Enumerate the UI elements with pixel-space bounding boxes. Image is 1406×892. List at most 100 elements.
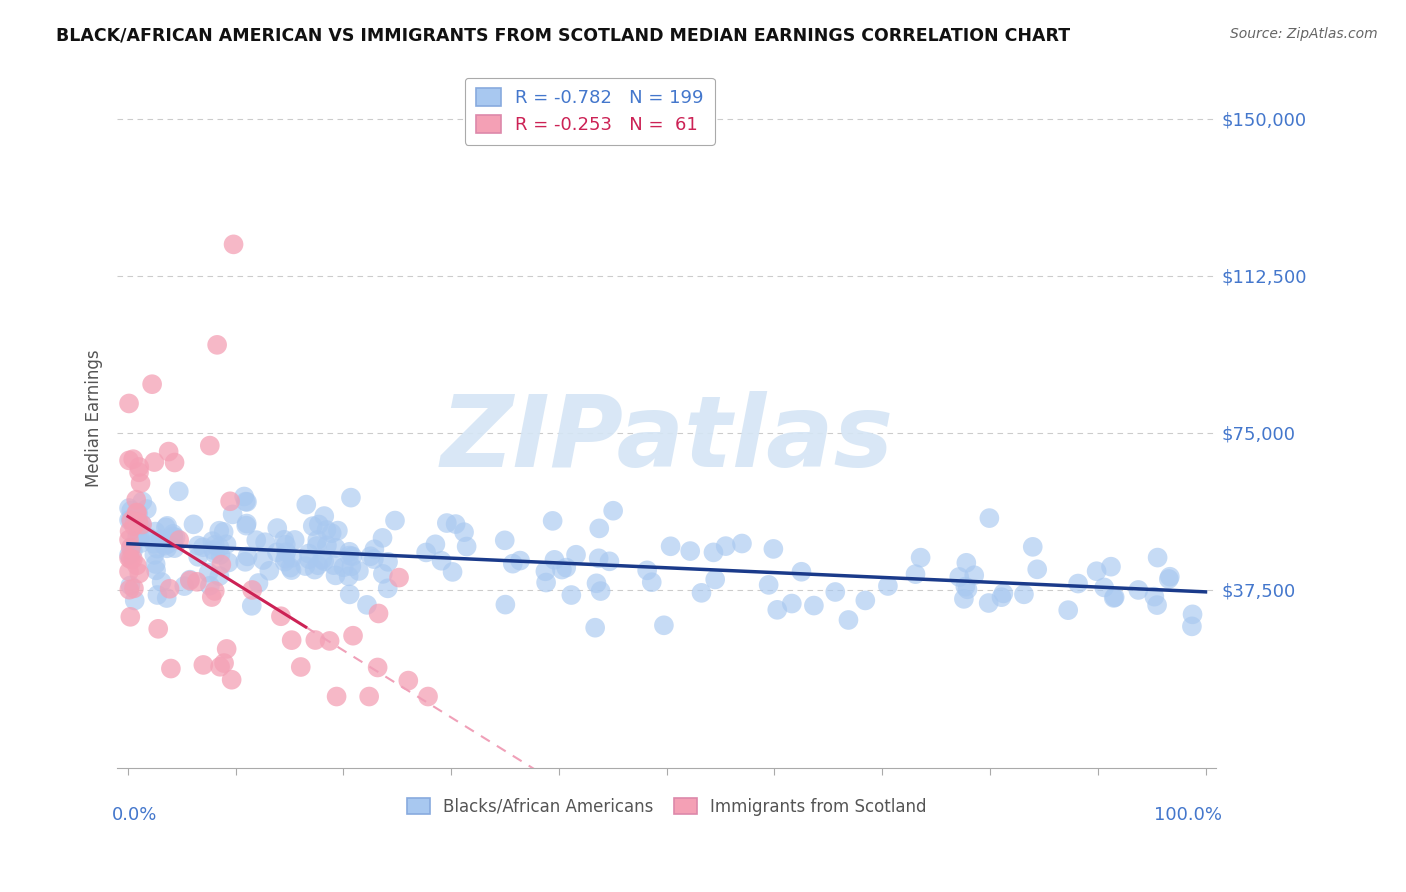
Point [157, 444, 180, 458]
Point [212, 656, 235, 670]
Point [311, 552, 333, 566]
Point [198, 579, 221, 593]
Point [1092, 581, 1115, 595]
Point [212, 524, 235, 539]
Point [298, 547, 321, 561]
Point [125, 505, 148, 519]
Point [118, 548, 141, 562]
Point [294, 559, 316, 574]
Point [963, 568, 986, 582]
Point [415, 545, 437, 559]
Point [1157, 572, 1180, 586]
Point [877, 579, 900, 593]
Point [187, 539, 209, 553]
Point [641, 575, 664, 590]
Point [425, 537, 447, 551]
Point [337, 569, 360, 583]
Point [254, 535, 277, 549]
Point [388, 571, 411, 585]
Point [955, 580, 977, 594]
Point [304, 563, 326, 577]
Point [124, 593, 146, 607]
Point [167, 533, 190, 547]
Point [240, 599, 263, 613]
Point [155, 520, 177, 534]
Point [127, 507, 149, 521]
Point [118, 551, 141, 566]
Point [360, 549, 382, 564]
Point [602, 504, 624, 518]
Point [276, 545, 298, 559]
Point [221, 508, 243, 522]
Point [247, 576, 270, 591]
Point [780, 597, 803, 611]
Point [367, 607, 389, 621]
Point [359, 690, 381, 704]
Point [156, 537, 179, 551]
Point [704, 573, 727, 587]
Point [298, 552, 321, 566]
Point [332, 560, 354, 574]
Point [560, 588, 582, 602]
Point [160, 661, 183, 675]
Point [208, 569, 231, 583]
Point [179, 574, 201, 588]
Point [456, 540, 478, 554]
Point [131, 494, 153, 508]
Point [162, 529, 184, 543]
Point [377, 555, 399, 569]
Point [187, 549, 209, 564]
Point [284, 533, 307, 547]
Point [1104, 590, 1126, 604]
Point [948, 570, 970, 584]
Point [824, 585, 846, 599]
Point [367, 660, 389, 674]
Point [120, 540, 142, 554]
Point [598, 554, 620, 568]
Point [322, 558, 344, 573]
Point [955, 556, 977, 570]
Point [120, 514, 142, 528]
Point [585, 576, 607, 591]
Point [326, 524, 349, 538]
Point [122, 452, 145, 467]
Point [193, 657, 215, 672]
Point [128, 566, 150, 581]
Point [1181, 619, 1204, 633]
Point [308, 517, 330, 532]
Point [236, 495, 259, 509]
Point [588, 551, 610, 566]
Point [201, 534, 224, 549]
Point [215, 537, 238, 551]
Point [201, 590, 224, 604]
Point [363, 542, 385, 557]
Point [436, 516, 458, 530]
Point [143, 524, 166, 539]
Point [1022, 540, 1045, 554]
Point [129, 536, 152, 550]
Point [236, 549, 259, 564]
Point [153, 539, 176, 553]
Point [118, 533, 141, 547]
Point [191, 540, 214, 554]
Text: 100.0%: 100.0% [1154, 806, 1222, 824]
Point [659, 539, 682, 553]
Point [1102, 591, 1125, 605]
Point [266, 521, 288, 535]
Point [803, 599, 825, 613]
Point [128, 465, 150, 479]
Point [120, 512, 142, 526]
Point [118, 565, 141, 579]
Text: 0.0%: 0.0% [111, 806, 157, 824]
Point [233, 490, 256, 504]
Point [235, 518, 257, 533]
Point [702, 545, 724, 559]
Point [993, 586, 1015, 600]
Point [122, 519, 145, 533]
Point [904, 567, 927, 582]
Point [118, 582, 141, 597]
Point [120, 578, 142, 592]
Point [565, 548, 588, 562]
Point [165, 531, 187, 545]
Point [266, 545, 288, 559]
